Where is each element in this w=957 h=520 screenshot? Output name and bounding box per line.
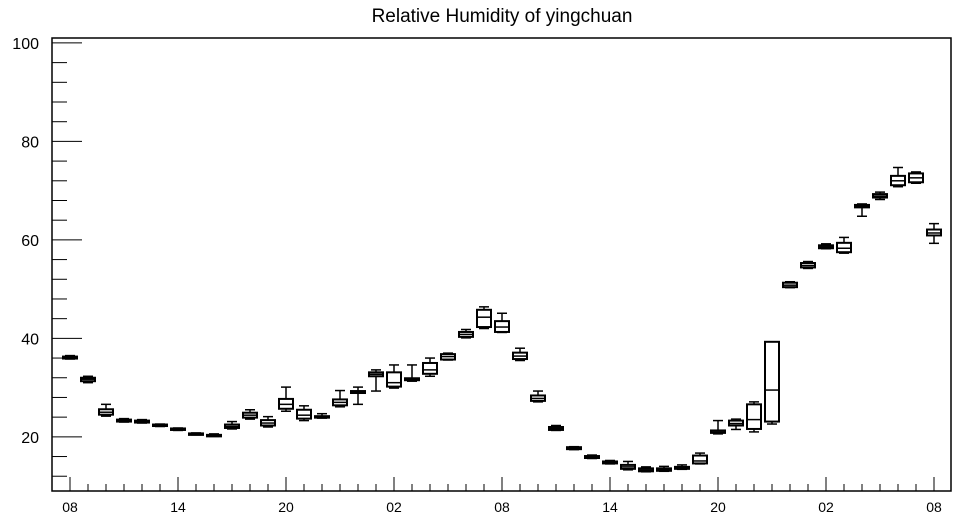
y-tick-label: 60 [21, 233, 39, 250]
box-iqr [692, 454, 708, 465]
box [926, 222, 942, 245]
box-iqr [422, 361, 438, 375]
box [458, 328, 474, 339]
box [836, 236, 852, 254]
box [440, 352, 456, 361]
box [584, 454, 600, 460]
box-iqr [386, 371, 402, 388]
box [332, 389, 348, 408]
x-tick-label: 02 [386, 499, 402, 515]
box [404, 364, 420, 382]
box [152, 423, 168, 428]
box-iqr [296, 408, 312, 420]
box [746, 401, 762, 433]
box [620, 460, 636, 471]
box [350, 386, 366, 406]
y-tick-label: 80 [21, 134, 39, 151]
box [188, 432, 204, 436]
box [224, 420, 240, 430]
box [170, 427, 186, 432]
box [566, 445, 582, 451]
chart-title: Relative Humidity of yingchuan [372, 6, 633, 27]
box [98, 403, 114, 417]
x-tick-label: 20 [710, 499, 726, 515]
box-iqr [764, 340, 780, 423]
box [728, 418, 744, 431]
box [494, 312, 510, 334]
box [260, 415, 276, 428]
box [296, 405, 312, 422]
y-tick-label: 40 [21, 331, 39, 348]
box [764, 340, 780, 425]
x-tick-label: 02 [818, 499, 834, 515]
box [872, 191, 888, 201]
box [368, 369, 384, 392]
plot-frame [51, 37, 952, 492]
box [854, 203, 870, 217]
axes: 20 40 60 80 100 08 14 20 02 08 14 20 02 08 [12, 36, 952, 515]
x-tick-label: 08 [494, 499, 510, 515]
x-tick-label: 14 [602, 499, 618, 515]
box [908, 171, 924, 185]
box [116, 417, 132, 423]
y-tick-label: 100 [12, 36, 39, 53]
box [602, 459, 618, 465]
box [476, 306, 492, 330]
x-tick-label: 20 [278, 499, 294, 515]
box [278, 386, 294, 412]
box [692, 452, 708, 465]
box [818, 243, 834, 250]
box [242, 409, 258, 420]
box [656, 465, 672, 473]
box [674, 464, 690, 471]
box [800, 260, 816, 270]
box [386, 364, 402, 389]
box [206, 433, 222, 438]
x-tick-label: 14 [170, 499, 186, 515]
x-tick-label: 08 [926, 499, 942, 515]
box [62, 354, 78, 360]
box [80, 375, 96, 384]
box [134, 418, 150, 424]
box-iqr [746, 403, 762, 430]
box-iqr [476, 308, 492, 329]
box [512, 347, 528, 362]
box [314, 412, 330, 419]
box [422, 357, 438, 378]
box [530, 390, 546, 403]
x-tick-label: 08 [62, 499, 78, 515]
box [638, 466, 654, 473]
box [890, 166, 906, 188]
box [782, 280, 798, 289]
boxes [62, 166, 942, 473]
box [548, 424, 564, 432]
y-tick-label: 20 [21, 430, 39, 447]
box [710, 419, 726, 435]
